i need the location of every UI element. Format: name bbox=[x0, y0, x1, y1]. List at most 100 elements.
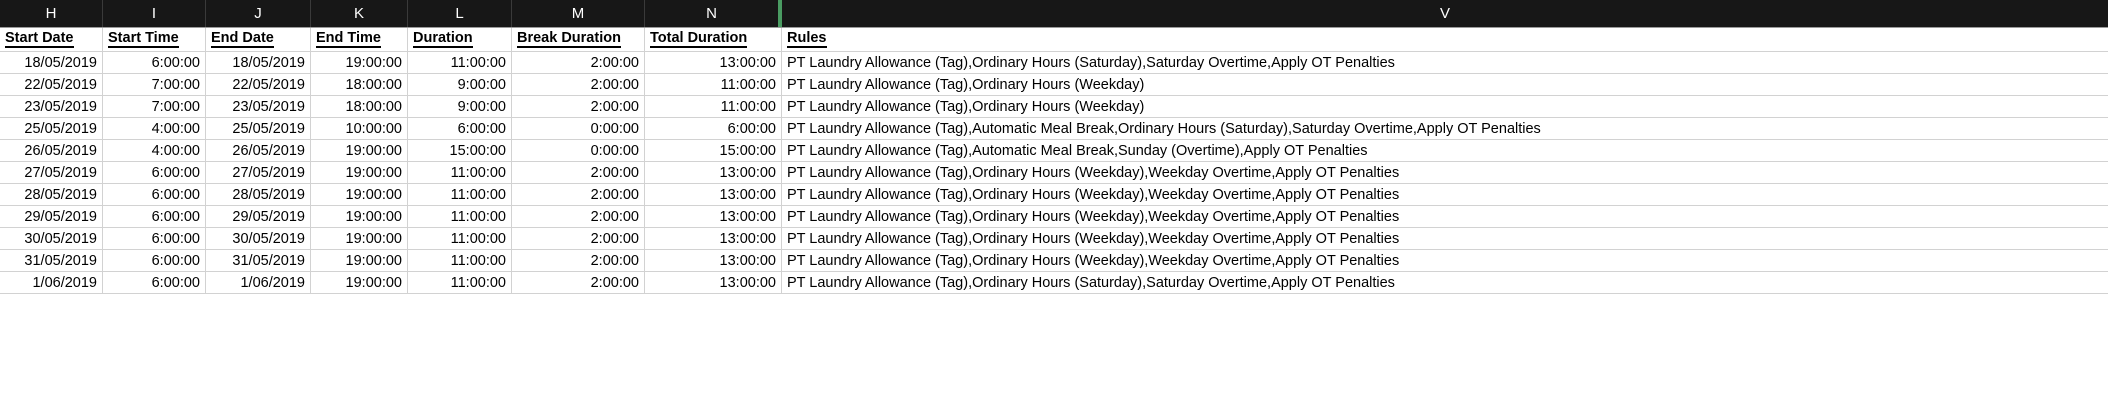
column-header-h[interactable]: H bbox=[0, 0, 103, 27]
header-cell-break-duration[interactable]: Break Duration bbox=[512, 28, 645, 51]
cell-total-duration[interactable]: 13:00:00 bbox=[645, 228, 782, 249]
cell-start-date[interactable]: 28/05/2019 bbox=[0, 184, 103, 205]
cell-start-time[interactable]: 6:00:00 bbox=[103, 184, 206, 205]
column-header-i[interactable]: I bbox=[103, 0, 206, 27]
cell-start-date[interactable]: 29/05/2019 bbox=[0, 206, 103, 227]
cell-start-date[interactable]: 27/05/2019 bbox=[0, 162, 103, 183]
cell-duration[interactable]: 9:00:00 bbox=[408, 96, 512, 117]
cell-end-date[interactable]: 29/05/2019 bbox=[206, 206, 311, 227]
cell-total-duration[interactable]: 15:00:00 bbox=[645, 140, 782, 161]
cell-break-duration[interactable]: 0:00:00 bbox=[512, 118, 645, 139]
cell-total-duration[interactable]: 11:00:00 bbox=[645, 74, 782, 95]
table-row[interactable]: 23/05/2019 7:00:00 23/05/2019 18:00:00 9:00:… bbox=[0, 96, 2108, 118]
cell-end-time[interactable]: 19:00:00 bbox=[311, 228, 408, 249]
header-cell-rules[interactable]: Rules bbox=[782, 28, 2108, 51]
cell-end-time[interactable]: 19:00:00 bbox=[311, 52, 408, 73]
cell-duration[interactable]: 11:00:00 bbox=[408, 250, 512, 271]
cell-break-duration[interactable]: 0:00:00 bbox=[512, 140, 645, 161]
header-cell-duration[interactable]: Duration bbox=[408, 28, 512, 51]
table-row[interactable]: 18/05/2019 6:00:00 18/05/2019 19:00:00 11:00… bbox=[0, 52, 2108, 74]
cell-break-duration[interactable]: 2:00:00 bbox=[512, 272, 645, 293]
cell-rules[interactable]: PT Laundry Allowance (Tag),Ordinary Hour… bbox=[787, 252, 1400, 269]
cell-rules[interactable]: PT Laundry Allowance (Tag),Ordinary Hour… bbox=[787, 230, 1400, 247]
cell-duration[interactable]: 11:00:00 bbox=[408, 184, 512, 205]
cell-total-duration[interactable]: 13:00:00 bbox=[645, 52, 782, 73]
header-cell-start-date[interactable]: Start Date bbox=[0, 28, 103, 51]
cell-start-time[interactable]: 6:00:00 bbox=[103, 250, 206, 271]
cell-start-date[interactable]: 25/05/2019 bbox=[0, 118, 103, 139]
cell-rules[interactable]: PT Laundry Allowance (Tag),Ordinary Hour… bbox=[787, 208, 1400, 225]
column-header-j[interactable]: J bbox=[206, 0, 311, 27]
cell-start-time[interactable]: 6:00:00 bbox=[103, 228, 206, 249]
cell-duration[interactable]: 11:00:00 bbox=[408, 206, 512, 227]
cell-duration[interactable]: 11:00:00 bbox=[408, 52, 512, 73]
cell-break-duration[interactable]: 2:00:00 bbox=[512, 52, 645, 73]
cell-break-duration[interactable]: 2:00:00 bbox=[512, 162, 645, 183]
cell-end-date[interactable]: 18/05/2019 bbox=[206, 52, 311, 73]
column-header-k[interactable]: K bbox=[311, 0, 408, 27]
cell-duration[interactable]: 11:00:00 bbox=[408, 228, 512, 249]
cell-end-date[interactable]: 23/05/2019 bbox=[206, 96, 311, 117]
cell-end-date[interactable]: 26/05/2019 bbox=[206, 140, 311, 161]
cell-start-date[interactable]: 1/06/2019 bbox=[0, 272, 103, 293]
cell-total-duration[interactable]: 6:00:00 bbox=[645, 118, 782, 139]
cell-total-duration[interactable]: 13:00:00 bbox=[645, 250, 782, 271]
cell-duration[interactable]: 15:00:00 bbox=[408, 140, 512, 161]
cell-start-time[interactable]: 7:00:00 bbox=[103, 96, 206, 117]
cell-end-date[interactable]: 30/05/2019 bbox=[206, 228, 311, 249]
cell-end-date[interactable]: 28/05/2019 bbox=[206, 184, 311, 205]
cell-start-time[interactable]: 6:00:00 bbox=[103, 272, 206, 293]
cell-start-time[interactable]: 4:00:00 bbox=[103, 140, 206, 161]
cell-total-duration[interactable]: 13:00:00 bbox=[645, 184, 782, 205]
cell-duration[interactable]: 11:00:00 bbox=[408, 272, 512, 293]
cell-rules[interactable]: PT Laundry Allowance (Tag),Ordinary Hour… bbox=[787, 98, 1145, 115]
cell-end-date[interactable]: 22/05/2019 bbox=[206, 74, 311, 95]
cell-end-time[interactable]: 19:00:00 bbox=[311, 272, 408, 293]
table-row[interactable]: 26/05/2019 4:00:00 26/05/2019 19:00:00 15:00… bbox=[0, 140, 2108, 162]
cell-total-duration[interactable]: 13:00:00 bbox=[645, 272, 782, 293]
cell-total-duration[interactable]: 13:00:00 bbox=[645, 206, 782, 227]
cell-start-date[interactable]: 31/05/2019 bbox=[0, 250, 103, 271]
cell-break-duration[interactable]: 2:00:00 bbox=[512, 74, 645, 95]
cell-end-date[interactable]: 31/05/2019 bbox=[206, 250, 311, 271]
column-header-l[interactable]: L bbox=[408, 0, 512, 27]
cell-rules[interactable]: PT Laundry Allowance (Tag),Ordinary Hour… bbox=[787, 164, 1400, 181]
column-header-m[interactable]: M bbox=[512, 0, 645, 27]
table-row[interactable]: 25/05/2019 4:00:00 25/05/2019 10:00:00 6:00:… bbox=[0, 118, 2108, 140]
cell-end-time[interactable]: 19:00:00 bbox=[311, 140, 408, 161]
table-row[interactable]: 22/05/2019 7:00:00 22/05/2019 18:00:00 9:00:… bbox=[0, 74, 2108, 96]
table-row[interactable]: 1/06/2019 6:00:00 1/06/2019 19:00:00 11:00:0… bbox=[0, 272, 2108, 294]
cell-rules[interactable]: PT Laundry Allowance (Tag),Ordinary Hour… bbox=[787, 54, 1395, 71]
cell-end-time[interactable]: 18:00:00 bbox=[311, 74, 408, 95]
cell-start-date[interactable]: 18/05/2019 bbox=[0, 52, 103, 73]
cell-duration[interactable]: 11:00:00 bbox=[408, 162, 512, 183]
cell-end-time[interactable]: 19:00:00 bbox=[311, 206, 408, 227]
header-cell-start-time[interactable]: Start Time bbox=[103, 28, 206, 51]
cell-break-duration[interactable]: 2:00:00 bbox=[512, 228, 645, 249]
cell-end-time[interactable]: 19:00:00 bbox=[311, 162, 408, 183]
column-header-n[interactable]: N bbox=[645, 0, 782, 27]
column-header-v[interactable]: V bbox=[782, 0, 2108, 27]
cell-rules[interactable]: PT Laundry Allowance (Tag),Automatic Mea… bbox=[787, 120, 1541, 137]
cell-total-duration[interactable]: 11:00:00 bbox=[645, 96, 782, 117]
header-cell-end-date[interactable]: End Date bbox=[206, 28, 311, 51]
table-row[interactable]: 30/05/2019 6:00:00 30/05/2019 19:00:00 11:00… bbox=[0, 228, 2108, 250]
cell-duration[interactable]: 6:00:00 bbox=[408, 118, 512, 139]
cell-start-time[interactable]: 6:00:00 bbox=[103, 52, 206, 73]
cell-start-time[interactable]: 6:00:00 bbox=[103, 206, 206, 227]
cell-total-duration[interactable]: 13:00:00 bbox=[645, 162, 782, 183]
header-cell-end-time[interactable]: End Time bbox=[311, 28, 408, 51]
cell-end-time[interactable]: 19:00:00 bbox=[311, 250, 408, 271]
cell-rules[interactable]: PT Laundry Allowance (Tag),Ordinary Hour… bbox=[787, 76, 1145, 93]
cell-end-date[interactable]: 1/06/2019 bbox=[206, 272, 311, 293]
table-row[interactable]: 27/05/2019 6:00:00 27/05/2019 19:00:00 11:00… bbox=[0, 162, 2108, 184]
cell-break-duration[interactable]: 2:00:00 bbox=[512, 250, 645, 271]
cell-end-time[interactable]: 19:00:00 bbox=[311, 184, 408, 205]
cell-start-time[interactable]: 4:00:00 bbox=[103, 118, 206, 139]
cell-start-time[interactable]: 7:00:00 bbox=[103, 74, 206, 95]
cell-end-time[interactable]: 18:00:00 bbox=[311, 96, 408, 117]
cell-rules[interactable]: PT Laundry Allowance (Tag),Ordinary Hour… bbox=[787, 274, 1395, 291]
header-cell-total-duration[interactable]: Total Duration bbox=[645, 28, 782, 51]
cell-start-date[interactable]: 30/05/2019 bbox=[0, 228, 103, 249]
cell-duration[interactable]: 9:00:00 bbox=[408, 74, 512, 95]
